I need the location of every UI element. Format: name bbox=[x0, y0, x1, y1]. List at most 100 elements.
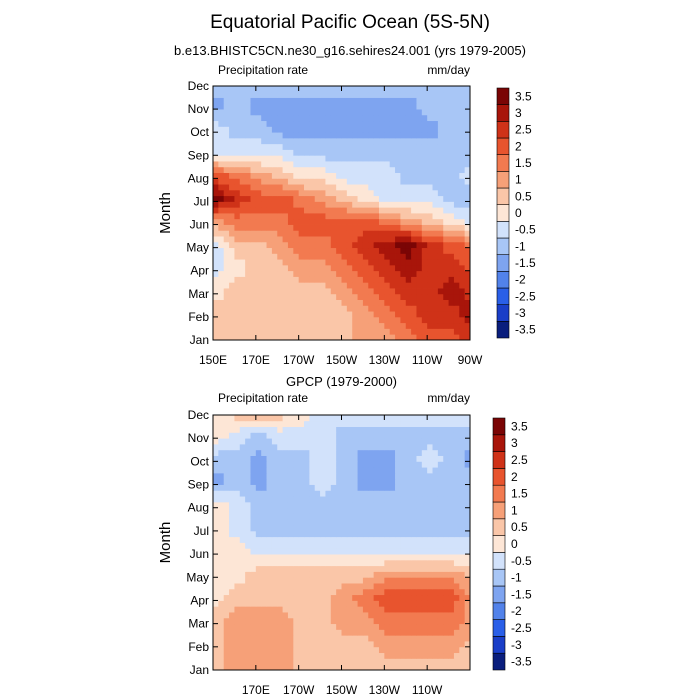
heatmap-cell bbox=[416, 218, 423, 225]
heatmap-cell bbox=[330, 606, 337, 613]
heatmap-cell bbox=[411, 588, 417, 596]
heatmap-cell bbox=[384, 583, 391, 590]
heatmap-cell bbox=[239, 114, 246, 122]
heatmap-cell bbox=[357, 426, 364, 433]
heatmap-cell bbox=[421, 623, 428, 630]
heatmap-cell bbox=[443, 484, 449, 491]
heatmap-cell bbox=[330, 432, 337, 439]
heatmap-cell bbox=[362, 247, 369, 254]
heatmap-cell bbox=[261, 426, 267, 433]
heatmap-cell bbox=[277, 501, 283, 509]
heatmap-cell bbox=[320, 253, 326, 260]
heatmap-cell bbox=[234, 207, 241, 214]
heatmap-cell bbox=[427, 652, 433, 659]
heatmap-cell bbox=[250, 224, 257, 231]
heatmap-cell bbox=[362, 143, 369, 150]
colorbar-label: 0 bbox=[511, 537, 518, 551]
heatmap-cell bbox=[368, 299, 375, 306]
heatmap-cell bbox=[293, 137, 300, 145]
heatmap-cell bbox=[427, 178, 433, 185]
heatmap-cell bbox=[229, 126, 235, 133]
heatmap-cell bbox=[304, 305, 310, 312]
heatmap-cell bbox=[229, 519, 235, 526]
heatmap-cell bbox=[320, 293, 326, 300]
heatmap-cell bbox=[378, 109, 385, 116]
heatmap-cell bbox=[304, 635, 310, 642]
heatmap-cell bbox=[255, 432, 262, 439]
heatmap-cell bbox=[464, 617, 471, 625]
heatmap-cell bbox=[223, 594, 230, 601]
heatmap-cell bbox=[437, 415, 444, 422]
heatmap-cell bbox=[443, 623, 449, 630]
heatmap-cell bbox=[239, 282, 246, 289]
heatmap-cell bbox=[421, 109, 428, 116]
heatmap-cell bbox=[213, 172, 219, 179]
heatmap-cell bbox=[341, 143, 348, 150]
y-tick-label: Dec bbox=[188, 79, 209, 93]
heatmap-cell bbox=[357, 646, 364, 654]
heatmap-cell bbox=[330, 455, 337, 462]
heatmap-cell bbox=[245, 548, 251, 555]
heatmap-cell bbox=[330, 461, 337, 468]
heatmap-cell bbox=[314, 207, 321, 214]
heatmap-cell bbox=[395, 432, 401, 439]
heatmap-cell bbox=[432, 120, 439, 127]
heatmap-cell bbox=[282, 478, 289, 485]
heatmap-cell bbox=[362, 195, 369, 202]
heatmap-cell bbox=[213, 132, 219, 139]
heatmap-cell bbox=[255, 461, 262, 468]
heatmap-cell bbox=[309, 334, 316, 341]
heatmap-cell bbox=[304, 536, 310, 543]
heatmap-cell bbox=[357, 114, 364, 122]
heatmap-cell bbox=[400, 137, 407, 145]
heatmap-cell bbox=[304, 449, 310, 456]
heatmap-cell bbox=[325, 519, 332, 526]
heatmap-cell bbox=[464, 548, 471, 555]
heatmap-cell bbox=[330, 201, 337, 208]
heatmap-cell bbox=[357, 623, 364, 630]
heatmap-cell bbox=[239, 443, 246, 451]
heatmap-cell bbox=[309, 641, 316, 648]
heatmap-cell bbox=[432, 155, 439, 162]
heatmap-cell bbox=[443, 554, 449, 561]
heatmap-cell bbox=[352, 259, 358, 266]
y-tick-label: Aug bbox=[188, 171, 209, 185]
heatmap-cell bbox=[416, 328, 423, 335]
heatmap-cell bbox=[325, 652, 332, 659]
heatmap-cell bbox=[352, 189, 358, 197]
heatmap-cell bbox=[432, 109, 439, 116]
heatmap-cell bbox=[453, 195, 460, 202]
heatmap-cell bbox=[336, 143, 342, 150]
heatmap-cell bbox=[309, 484, 316, 491]
heatmap-cell bbox=[325, 542, 332, 549]
heatmap-cell bbox=[341, 490, 348, 497]
heatmap-cell bbox=[330, 103, 337, 110]
heatmap-cell bbox=[320, 86, 326, 93]
heatmap-cell bbox=[368, 600, 375, 607]
heatmap-cell bbox=[448, 426, 455, 433]
heatmap-cell bbox=[352, 322, 358, 329]
heatmap-cell bbox=[277, 259, 283, 266]
heatmap-cell bbox=[314, 241, 321, 249]
heatmap-cell bbox=[411, 161, 417, 168]
heatmap-cell bbox=[443, 536, 449, 543]
heatmap-cell bbox=[213, 97, 219, 104]
heatmap-cell bbox=[277, 322, 283, 329]
heatmap-cell bbox=[229, 149, 235, 156]
heatmap-cell bbox=[336, 322, 342, 329]
heatmap-cell bbox=[330, 189, 337, 197]
heatmap-cell bbox=[357, 264, 364, 272]
heatmap-cell bbox=[293, 548, 300, 555]
heatmap-cell bbox=[427, 161, 433, 168]
heatmap-cell bbox=[368, 166, 375, 173]
heatmap-cell bbox=[432, 132, 439, 139]
heatmap-cell bbox=[277, 449, 283, 456]
heatmap-cell bbox=[213, 606, 219, 613]
heatmap-cell bbox=[229, 420, 235, 427]
heatmap-cell bbox=[395, 189, 401, 197]
heatmap-cell bbox=[304, 247, 310, 254]
heatmap-cell bbox=[261, 143, 267, 150]
heatmap-cell bbox=[314, 507, 321, 514]
heatmap-cell bbox=[405, 270, 412, 277]
heatmap-cell bbox=[395, 496, 401, 503]
